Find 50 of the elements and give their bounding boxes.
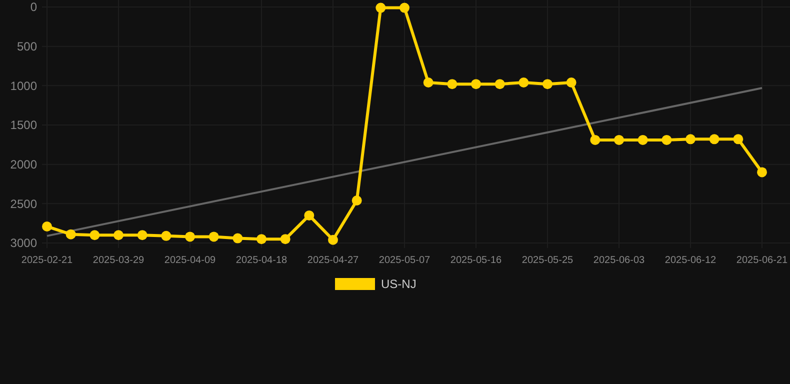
point bbox=[161, 230, 172, 241]
point bbox=[256, 234, 266, 244]
x-tick-label: 2025-05-25 bbox=[522, 255, 574, 266]
x-tick-label: 2025-05-16 bbox=[450, 255, 502, 266]
point bbox=[733, 134, 744, 144]
point bbox=[90, 230, 100, 240]
x-tick-label: 2025-06-21 bbox=[736, 255, 788, 266]
point bbox=[208, 232, 219, 242]
x-tick-label: 2025-04-09 bbox=[164, 255, 216, 266]
point bbox=[66, 229, 76, 240]
point bbox=[114, 230, 124, 240]
point bbox=[757, 167, 767, 178]
point bbox=[590, 134, 600, 145]
legend-label: US-NJ bbox=[381, 277, 416, 292]
point bbox=[566, 78, 576, 88]
point bbox=[638, 134, 648, 145]
point bbox=[232, 233, 243, 244]
point bbox=[447, 79, 458, 90]
point bbox=[518, 78, 529, 88]
point bbox=[280, 234, 290, 244]
point bbox=[328, 234, 338, 245]
point bbox=[709, 134, 720, 144]
x-tick-label: 2025-02-21 bbox=[21, 255, 74, 266]
y-tick-label: 1500 bbox=[10, 118, 38, 132]
point bbox=[471, 79, 481, 90]
point bbox=[304, 210, 314, 220]
x-tick-label: 2025-06-03 bbox=[593, 255, 646, 266]
point bbox=[494, 79, 505, 90]
x-tick-label: 2025-04-27 bbox=[307, 255, 360, 266]
y-tick-label: 3000 bbox=[10, 236, 38, 250]
point bbox=[686, 134, 696, 144]
x-tick-label: 2025-04-18 bbox=[236, 255, 288, 266]
y-tick-label: 1000 bbox=[10, 78, 38, 93]
point bbox=[42, 221, 52, 232]
point bbox=[662, 134, 672, 145]
x-tick-label: 2025-05-07 bbox=[378, 255, 431, 266]
y-tick-label: 2000 bbox=[10, 158, 38, 172]
y-tick-label: 500 bbox=[16, 40, 38, 54]
point bbox=[542, 79, 552, 90]
point bbox=[185, 232, 195, 242]
y-tick-label: 0 bbox=[30, 0, 38, 14]
point bbox=[137, 230, 148, 240]
x-tick-label: 2025-03-29 bbox=[92, 255, 145, 266]
point bbox=[376, 2, 386, 13]
point bbox=[423, 78, 434, 88]
point bbox=[614, 134, 624, 145]
point bbox=[352, 196, 362, 206]
y-tick-label: 2500 bbox=[10, 196, 38, 211]
point bbox=[400, 2, 410, 13]
x-tick-label: 2025-06-12 bbox=[664, 255, 717, 266]
